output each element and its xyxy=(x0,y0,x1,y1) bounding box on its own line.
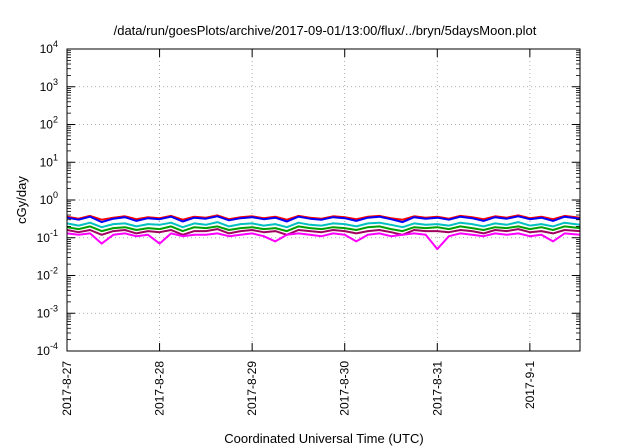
series-group xyxy=(66,214,581,251)
y-tick-label: 10-3 xyxy=(37,303,58,320)
x-axis-title: Coordinated Universal Time (UTC) xyxy=(224,431,423,446)
series-line-3 xyxy=(66,221,581,229)
series-line-4 xyxy=(66,225,581,233)
series-line-6 xyxy=(66,232,581,251)
y-tick-base: 10 xyxy=(40,193,54,207)
x-tick-label: 2017-8-27 xyxy=(60,361,74,416)
x-tick-label: 2017-8-30 xyxy=(338,361,352,416)
x-tick-label: 2017-8-31 xyxy=(430,361,444,416)
x-axis: 2017-8-27 2017-8-28 2017-8-29 2017-8-30 2017… xyxy=(60,49,537,416)
x-tick-label: 2017-8-28 xyxy=(153,361,167,416)
series-line-5 xyxy=(66,228,581,236)
series-line-2 xyxy=(66,215,581,224)
y-tick-base: 10 xyxy=(37,269,51,283)
y-tick-exponent: -1 xyxy=(50,228,58,238)
y-tick-label: 10-1 xyxy=(37,228,58,245)
y-tick-base: 10 xyxy=(40,80,54,94)
y-tick-label: 10-2 xyxy=(37,266,58,283)
y-tick-exponent: 2 xyxy=(53,115,58,125)
y-tick-exponent: 3 xyxy=(53,77,58,87)
grid xyxy=(66,49,580,351)
y-tick-exponent: 0 xyxy=(53,190,58,200)
x-tick-label: 2017-8-29 xyxy=(245,361,259,416)
y-tick-base: 10 xyxy=(37,306,51,320)
y-tick-base: 10 xyxy=(37,231,51,245)
y-tick-base: 10 xyxy=(37,344,51,358)
y-tick-exponent: -3 xyxy=(50,303,58,313)
y-tick-base: 10 xyxy=(40,118,54,132)
y-tick-base: 10 xyxy=(40,42,54,56)
y-tick-label: 103 xyxy=(40,77,58,94)
y-tick-label: 100 xyxy=(40,190,58,207)
x-tick-label: 2017-9-1 xyxy=(523,361,537,409)
y-tick-label: 102 xyxy=(40,115,58,132)
chart-title: /data/run/goesPlots/archive/2017-09-01/1… xyxy=(114,23,537,38)
y-tick-label: 101 xyxy=(40,152,58,169)
y-tick-exponent: -2 xyxy=(50,266,58,276)
y-tick-exponent: 1 xyxy=(53,152,58,162)
y-tick-label: 104 xyxy=(40,39,58,56)
y-tick-label: 10-4 xyxy=(37,341,58,358)
y-tick-exponent: 4 xyxy=(53,39,58,49)
y-tick-exponent: -4 xyxy=(50,341,58,351)
y-axis-title: cGy/day xyxy=(14,176,29,224)
y-tick-base: 10 xyxy=(40,155,54,169)
